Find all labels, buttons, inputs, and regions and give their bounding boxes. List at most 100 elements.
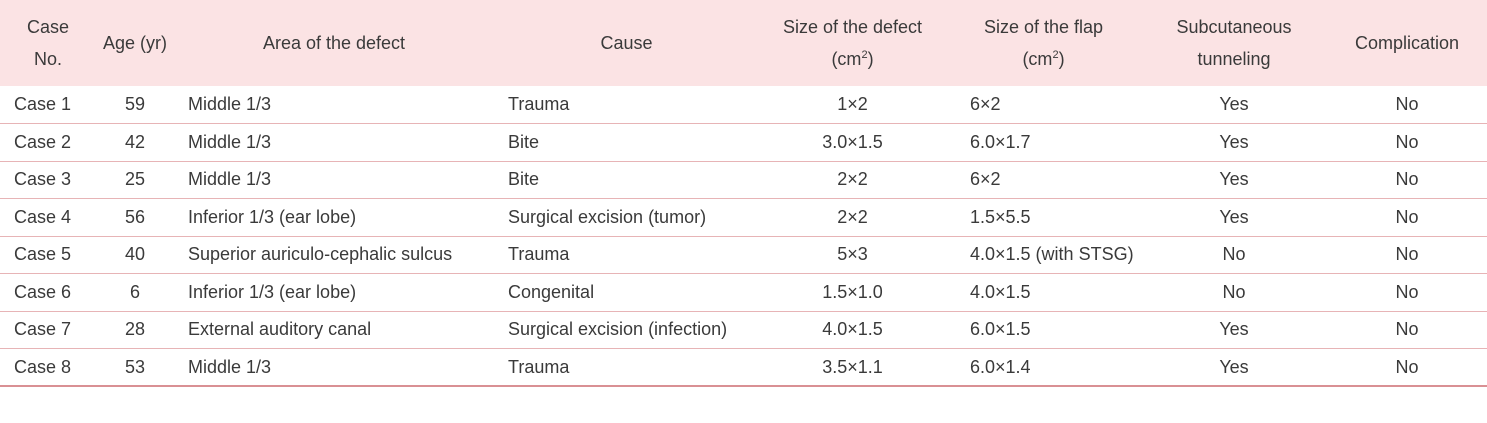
cell-age: 53 [124, 356, 146, 377]
header-row: Case No. Age (yr) Area of the defect Cau… [0, 0, 1487, 86]
cell-age: 28 [124, 319, 146, 340]
header-defect-size: Size of the defect (cm2) [759, 0, 946, 86]
cell-case: Case 3 [14, 169, 72, 190]
header-subcutaneous-line1: Subcutaneous [1176, 17, 1292, 37]
header-subcutaneous-tunneling: Subcutaneous tunneling [1141, 0, 1327, 86]
cell-age: 56 [124, 206, 146, 227]
cell-cause: Trauma [508, 356, 570, 377]
cell-flap-size: 6.0×1.4 [970, 356, 1031, 377]
cell-complication: No [1395, 244, 1419, 265]
header-complication: Complication [1327, 0, 1487, 86]
header-defect-size-line1: Size of the defect [782, 17, 923, 37]
cell-tunneling: Yes [1219, 94, 1249, 114]
cell-complication: No [1395, 169, 1419, 190]
cell-flap-size: 6×2 [970, 94, 1001, 114]
cell-defect-size: 1.5×1.0 [822, 281, 883, 302]
cell-flap-size: 4.0×1.5 (with STSG) [970, 244, 1134, 265]
cell-age: 6 [129, 281, 140, 302]
cell-tunneling: No [1222, 281, 1246, 302]
cell-age: 59 [124, 94, 146, 114]
cell-tunneling: Yes [1219, 206, 1249, 227]
cell-flap-size: 6.0×1.7 [970, 131, 1031, 152]
cell-defect-size: 3.5×1.1 [822, 356, 883, 377]
cell-area: Middle 1/3 [188, 356, 272, 377]
header-age: Age (yr) [96, 0, 174, 86]
cell-area: External auditory canal [188, 319, 372, 340]
header-case-no-line2: No. [33, 49, 62, 69]
cell-complication: No [1395, 206, 1419, 227]
header-flap-size-unit-pre: (cm [1022, 49, 1053, 69]
table-header: Case No. Age (yr) Area of the defect Cau… [0, 0, 1487, 86]
cell-area: Superior auriculo-cephalic sulcus [188, 244, 453, 265]
cell-complication: No [1395, 94, 1419, 114]
table-row: Case 6 6 Inferior 1/3 (ear lobe) Congeni… [0, 274, 1487, 311]
cell-complication: No [1395, 356, 1419, 377]
cell-flap-size: 6.0×1.5 [970, 319, 1031, 340]
cell-area: Inferior 1/3 (ear lobe) [188, 206, 357, 227]
table-row: Case 7 28 External auditory canal Surgic… [0, 311, 1487, 349]
cell-flap-size: 1.5×5.5 [970, 206, 1031, 227]
cell-case: Case 1 [14, 94, 72, 114]
cell-complication: No [1395, 131, 1419, 152]
cell-cause: Surgical excision (infection) [508, 319, 728, 340]
cell-cause: Trauma [508, 244, 570, 265]
cell-cause: Congenital [508, 281, 595, 302]
header-area-label: Area of the defect [262, 33, 406, 53]
cell-area: Inferior 1/3 (ear lobe) [188, 281, 357, 302]
header-case-no: Case No. [0, 0, 96, 86]
cell-case: Case 2 [14, 131, 72, 152]
table-row: Case 2 42 Middle 1/3 Bite 3.0×1.5 6.0×1.… [0, 124, 1487, 161]
table-row: Case 1 59 Middle 1/3 Trauma 1×2 6×2 Yes … [0, 86, 1487, 124]
cell-defect-size: 5×3 [837, 244, 868, 265]
cell-tunneling: Yes [1219, 319, 1249, 340]
cell-defect-size: 2×2 [837, 169, 868, 190]
header-defect-size-sup: 2 [861, 49, 868, 61]
header-cause-label: Cause [600, 33, 653, 53]
cell-defect-size: 3.0×1.5 [822, 131, 883, 152]
header-age-label: Age (yr) [102, 33, 167, 53]
header-complication-label: Complication [1354, 33, 1460, 53]
table-row: Case 5 40 Superior auriculo-cephalic sul… [0, 236, 1487, 274]
header-defect-size-unit-post: ) [867, 49, 874, 69]
cell-cause: Bite [508, 131, 540, 152]
cell-case: Case 4 [14, 206, 72, 227]
table-row: Case 4 56 Inferior 1/3 (ear lobe) Surgic… [0, 199, 1487, 236]
cell-case: Case 5 [14, 244, 72, 265]
cell-tunneling: Yes [1219, 356, 1249, 377]
header-area: Area of the defect [174, 0, 494, 86]
header-flap-size: Size of the flap (cm2) [946, 0, 1141, 86]
table-row: Case 8 53 Middle 1/3 Trauma 3.5×1.1 6.0×… [0, 349, 1487, 386]
cell-area: Middle 1/3 [188, 169, 272, 190]
cell-flap-size: 4.0×1.5 [970, 281, 1031, 302]
case-table: Case No. Age (yr) Area of the defect Cau… [0, 0, 1487, 386]
table-row: Case 3 25 Middle 1/3 Bite 2×2 6×2 Yes No [0, 161, 1487, 199]
cell-complication: No [1395, 319, 1419, 340]
header-subcutaneous-line2: tunneling [1197, 49, 1271, 69]
cell-tunneling: Yes [1219, 131, 1249, 152]
cell-cause: Surgical excision (tumor) [508, 206, 707, 227]
header-cause: Cause [494, 0, 759, 86]
cell-tunneling: No [1222, 244, 1246, 265]
cell-case: Case 8 [14, 356, 72, 377]
cell-age: 25 [124, 169, 146, 190]
cell-defect-size: 1×2 [837, 94, 868, 114]
cell-age: 42 [124, 131, 146, 152]
cell-complication: No [1395, 281, 1419, 302]
cell-case: Case 6 [14, 281, 72, 302]
cell-flap-size: 6×2 [970, 169, 1001, 190]
header-case-no-line1: Case [26, 17, 70, 37]
header-flap-size-line1: Size of the flap [983, 17, 1104, 37]
cell-tunneling: Yes [1219, 169, 1249, 190]
cell-area: Middle 1/3 [188, 131, 272, 152]
cell-defect-size: 2×2 [837, 206, 868, 227]
cell-cause: Bite [508, 169, 540, 190]
cell-area: Middle 1/3 [188, 94, 272, 114]
header-flap-size-unit-post: ) [1058, 49, 1065, 69]
cell-age: 40 [124, 244, 146, 265]
header-defect-size-unit-pre: (cm [831, 49, 862, 69]
table-body: Case 1 59 Middle 1/3 Trauma 1×2 6×2 Yes … [0, 86, 1487, 386]
cell-defect-size: 4.0×1.5 [822, 319, 883, 340]
cell-cause: Trauma [508, 94, 570, 114]
header-flap-size-sup: 2 [1052, 49, 1059, 61]
